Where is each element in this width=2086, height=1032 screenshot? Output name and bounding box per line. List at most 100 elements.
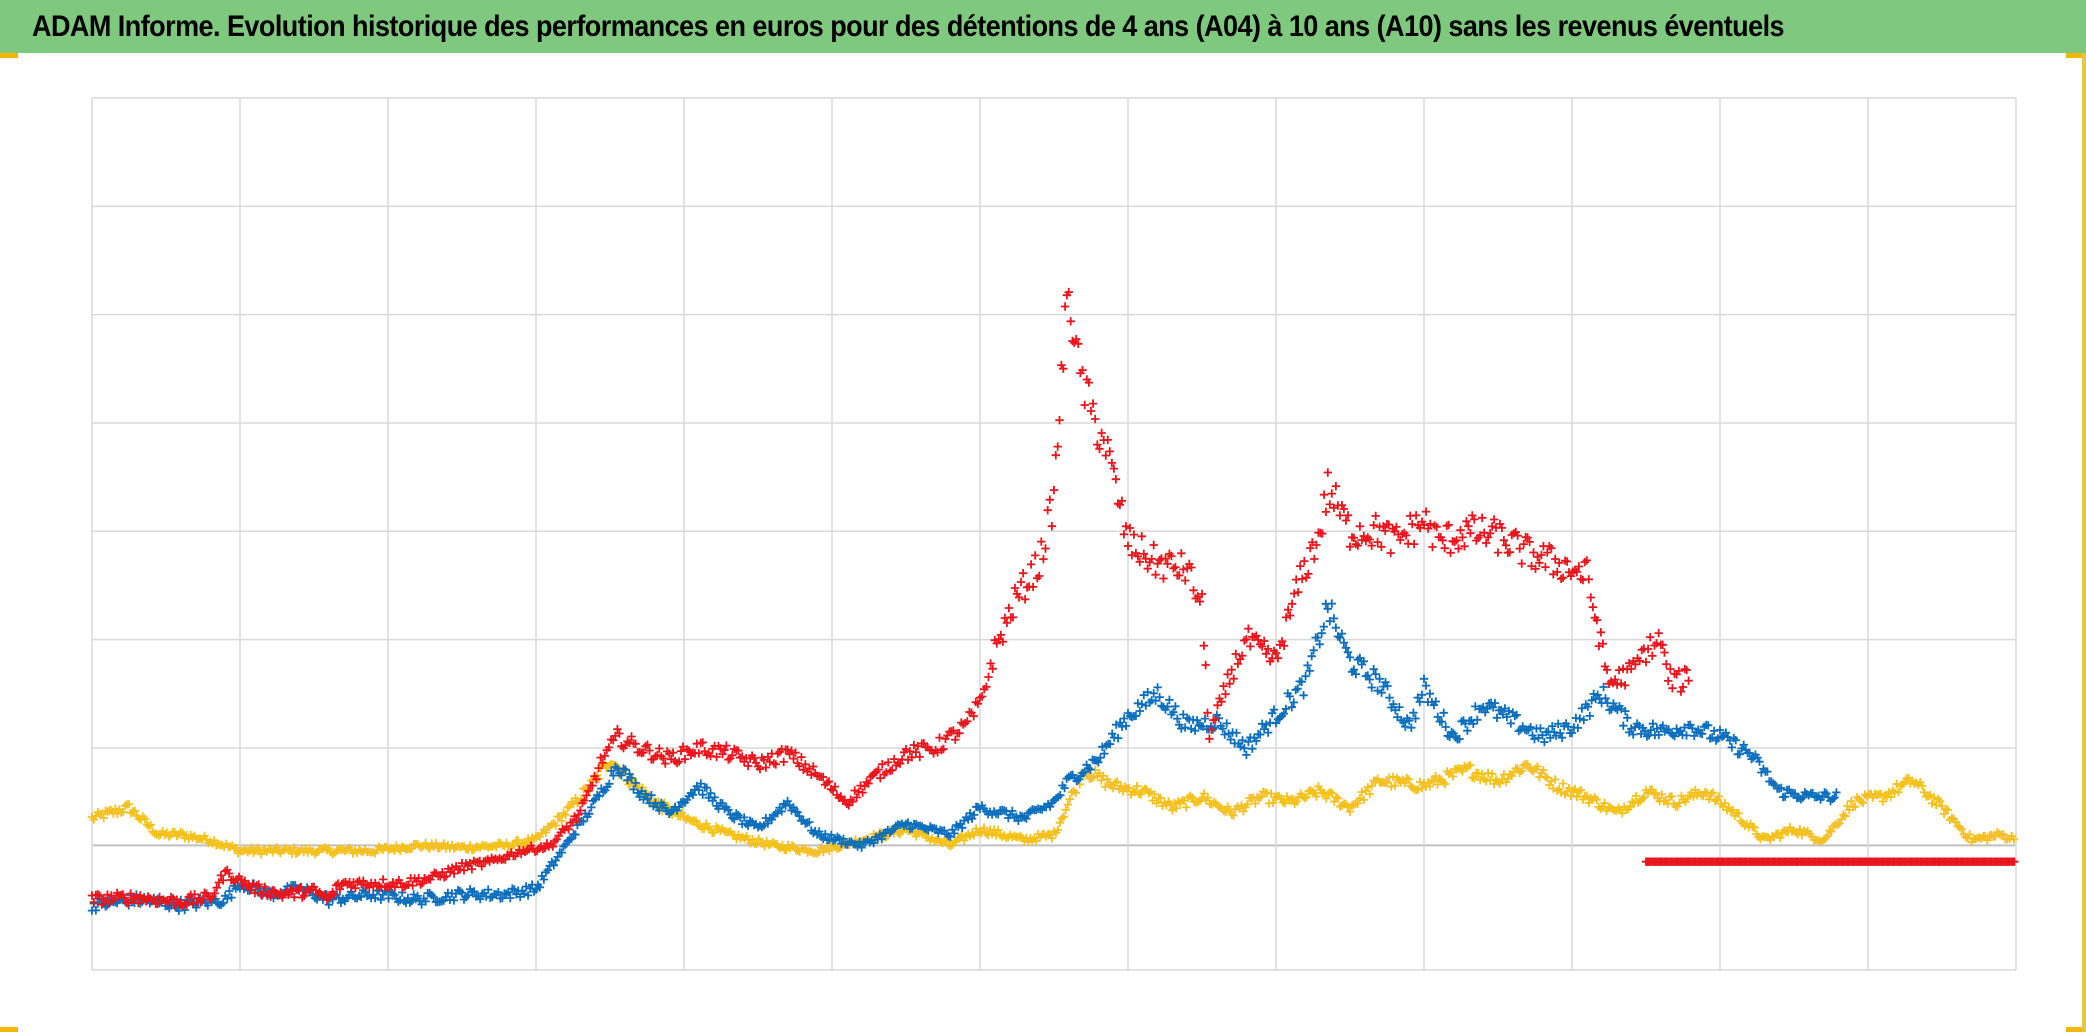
data-point [615,729,624,738]
data-point [1935,796,1945,806]
data-point [1255,793,1264,803]
data-point [1367,683,1376,692]
data-point [1437,717,1446,726]
data-point [734,746,743,755]
data-point [1367,781,1376,791]
data-point [1479,703,1488,712]
data-point [1433,780,1442,789]
data-point [1530,734,1539,744]
data-point [1292,797,1301,806]
data-point [351,884,360,893]
data-point [641,789,650,799]
data-point [1343,803,1353,812]
data-point [1464,522,1473,531]
data-point [124,799,134,809]
data-point [1049,485,1059,495]
data-point [1878,797,1887,806]
data-point [1244,737,1253,747]
data-point [621,765,630,774]
data-point [1385,693,1394,702]
data-point [1929,793,1939,802]
data-point [1365,675,1374,684]
data-point [1240,744,1249,753]
data-point [1121,721,1131,731]
data-point [1037,537,1046,546]
data-point [587,803,596,812]
data-point [1263,644,1273,654]
data-point [1586,593,1595,602]
data-point [1646,725,1656,735]
data-point [909,740,919,750]
data-point [1535,558,1544,567]
data-point [1155,693,1164,702]
data-point [1415,697,1424,707]
data-point [1927,799,1937,808]
data-point [973,699,983,708]
data-point [1244,624,1253,633]
data-point [1572,567,1582,577]
data-point [1584,575,1593,584]
data-point [1161,554,1170,563]
data-point [1631,660,1640,669]
data-point [1478,769,1487,779]
data-point [1257,792,1266,802]
data-point [1270,793,1280,802]
data-point [1531,564,1540,573]
data-point [284,890,293,900]
data-point [680,755,690,764]
data-point [1355,522,1365,531]
data-point [645,746,654,755]
data-point [1053,442,1062,451]
data-point [1999,829,2008,839]
data-point [1886,792,1895,802]
data-point [467,865,477,874]
data-point [1386,548,1395,558]
data-point [1682,665,1691,675]
data-point [672,758,682,768]
data-point [1482,704,1492,713]
data-point [431,838,440,848]
data-point [1112,777,1122,786]
data-point [1654,730,1663,740]
data-point [1242,635,1251,644]
data-point [521,839,531,849]
data-point [1519,539,1528,549]
data-point [988,664,997,673]
data-point [1326,788,1335,797]
data-point [878,760,887,769]
data-point [1179,565,1188,574]
data-point [1297,677,1306,686]
data-point [1460,542,1469,551]
data-point [613,725,622,734]
data-point [1383,681,1392,691]
data-point [369,847,378,857]
data-point [1043,506,1052,515]
data-point [1635,656,1644,666]
data-point [1010,583,1020,593]
data-point [1727,743,1736,752]
data-point [91,906,101,915]
data-point [1596,804,1605,814]
data-point [132,892,141,902]
data-point [218,840,227,850]
data-point [465,841,475,850]
data-point [1620,681,1630,690]
data-point [604,743,614,752]
data-point [1327,599,1336,608]
data-point [1715,725,1725,735]
data-point [543,865,552,875]
data-point [1776,833,1785,842]
data-point [1119,714,1129,723]
data-point [1335,633,1345,642]
data-point [1502,712,1512,722]
data-point [1395,702,1404,712]
data-point [852,793,861,802]
data-point [1823,831,1832,841]
data-point [755,764,765,774]
data-point [1441,722,1450,732]
data-point [1337,629,1347,638]
data-point [1392,522,1401,532]
data-point [773,808,782,818]
data-point [1577,704,1587,713]
data-point [828,786,838,795]
